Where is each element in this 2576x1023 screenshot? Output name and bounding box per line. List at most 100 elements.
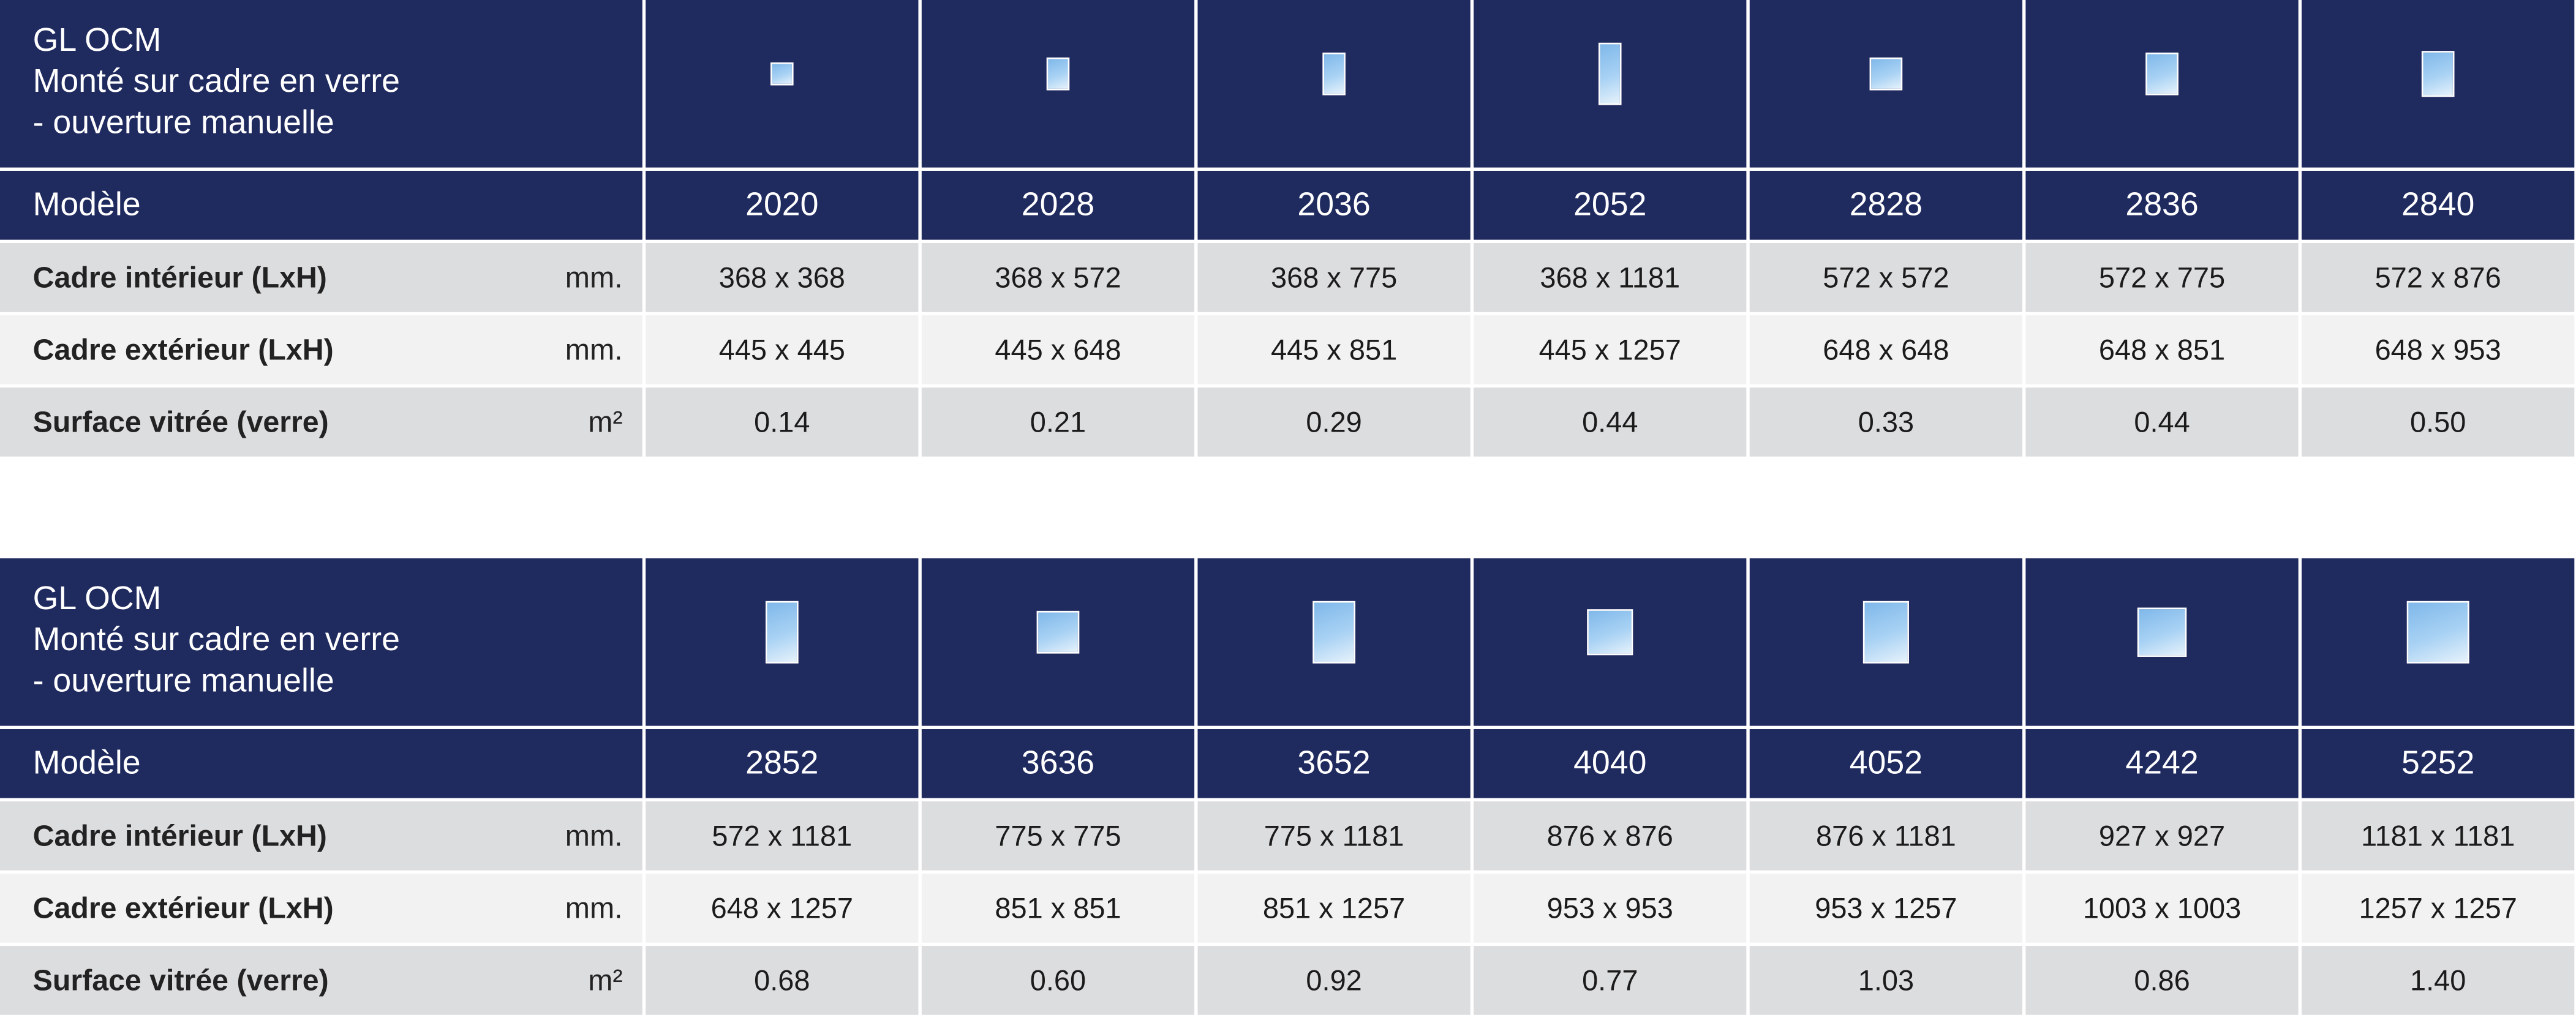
row-unit: mm.: [565, 891, 623, 924]
row-label-text: Surface vitrée (verre): [32, 963, 329, 996]
row-unit: m²: [588, 963, 623, 996]
value-cell: 0.68: [646, 946, 919, 1015]
value-cell: 775 x 775: [921, 801, 1195, 871]
window-icon: [2137, 607, 2187, 658]
window-icon-cell: [2302, 0, 2575, 168]
value-cell: 368 x 368: [646, 242, 919, 312]
title-line: - ouverture manuelle: [32, 663, 334, 700]
model-number: 4242: [2025, 729, 2299, 798]
value-cell: 1257 x 1257: [2302, 874, 2575, 943]
value-cell: 876 x 876: [1474, 801, 1747, 871]
title-line: - ouverture manuelle: [32, 105, 334, 141]
value-cell: 775 x 1181: [1197, 801, 1471, 871]
value-cell: 648 x 648: [1749, 315, 2023, 384]
model-number: 2836: [2025, 170, 2299, 240]
row-label: Cadre extérieur (LxH) mm.: [0, 315, 642, 384]
model-label: Modèle: [0, 170, 642, 240]
spec-table: GL OCM Monté sur cadre en verre - ouvertur…: [0, 558, 2575, 1015]
model-number: 2828: [1749, 170, 2023, 240]
window-icon: [2406, 601, 2469, 664]
row-unit: mm.: [565, 260, 623, 293]
value-cell: 368 x 1181: [1474, 242, 1747, 312]
row-label-text: Cadre intérieur (LxH): [32, 260, 327, 293]
window-icon-cell: [1749, 558, 2023, 726]
value-cell: 1003 x 1003: [2025, 874, 2299, 943]
title-line: GL OCM: [32, 23, 162, 59]
value-cell: 851 x 851: [921, 874, 1195, 943]
window-icon: [1323, 53, 1346, 96]
title-line: Monté sur cadre en verre: [32, 64, 400, 100]
window-icon: [1599, 42, 1621, 105]
value-cell: 1.03: [1749, 946, 2023, 1015]
row-label: Cadre intérieur (LxH) mm.: [0, 242, 642, 312]
model-number: 2052: [1474, 170, 1747, 240]
window-icon-cell: [1749, 0, 2023, 168]
model-number: 2840: [2302, 170, 2575, 240]
row-unit: m²: [588, 405, 623, 438]
value-cell: 953 x 953: [1474, 874, 1747, 943]
row-label-text: Surface vitrée (verre): [32, 405, 329, 438]
value-cell: 0.33: [1749, 388, 2023, 457]
window-icon-cell: [921, 0, 1195, 168]
model-label: Modèle: [0, 729, 642, 798]
row-label-text: Cadre extérieur (LxH): [32, 332, 334, 365]
window-icon-cell: [1474, 558, 1747, 726]
row-label: Surface vitrée (verre) m²: [0, 388, 642, 457]
value-cell: 1.40: [2302, 946, 2575, 1015]
model-number: 2852: [646, 729, 919, 798]
window-icon-cell: [646, 0, 919, 168]
title-line: Monté sur cadre en verre: [32, 622, 400, 659]
row-label: Cadre extérieur (LxH) mm.: [0, 874, 642, 943]
model-number: 4040: [1474, 729, 1747, 798]
value-cell: 0.44: [1474, 388, 1747, 457]
window-icon-cell: [1197, 0, 1471, 168]
row-unit: mm.: [565, 332, 623, 365]
value-cell: 0.60: [921, 946, 1195, 1015]
value-cell: 648 x 953: [2302, 315, 2575, 384]
model-number: 2036: [1197, 170, 1471, 240]
model-number: 5252: [2302, 729, 2575, 798]
value-cell: 0.44: [2025, 388, 2299, 457]
value-cell: 953 x 1257: [1749, 874, 2023, 943]
value-cell: 648 x 1257: [646, 874, 919, 943]
value-cell: 572 x 572: [1749, 242, 2023, 312]
value-cell: 368 x 572: [921, 242, 1195, 312]
window-icon: [770, 62, 793, 85]
row-label: Cadre intérieur (LxH) mm.: [0, 801, 642, 871]
value-cell: 0.92: [1197, 946, 1471, 1015]
window-icon-cell: [921, 558, 1195, 726]
value-cell: 445 x 851: [1197, 315, 1471, 384]
window-icon: [766, 601, 799, 664]
window-icon-cell: [2302, 558, 2575, 726]
value-cell: 445 x 445: [646, 315, 919, 384]
title-line: GL OCM: [32, 581, 162, 618]
value-cell: 445 x 1257: [1474, 315, 1747, 384]
window-icon: [1870, 58, 1902, 91]
value-cell: 0.86: [2025, 946, 2299, 1015]
model-number: 3636: [921, 729, 1195, 798]
model-number: 3652: [1197, 729, 1471, 798]
value-cell: 1181 x 1181: [2302, 801, 2575, 871]
row-unit: mm.: [565, 819, 623, 852]
value-cell: 648 x 851: [2025, 315, 2299, 384]
value-cell: 876 x 1181: [1749, 801, 2023, 871]
window-icon: [2145, 53, 2179, 96]
window-icon: [1047, 58, 1069, 91]
table-title: GL OCM Monté sur cadre en verre - ouvertur…: [0, 558, 642, 726]
window-icon-cell: [2025, 0, 2299, 168]
value-cell: 572 x 1181: [646, 801, 919, 871]
value-cell: 0.50: [2302, 388, 2575, 457]
window-icon: [1312, 601, 1355, 664]
window-icon-cell: [1474, 0, 1747, 168]
value-cell: 851 x 1257: [1197, 874, 1471, 943]
value-cell: 0.29: [1197, 388, 1471, 457]
model-number: 2028: [921, 170, 1195, 240]
value-cell: 0.21: [921, 388, 1195, 457]
window-icon-cell: [1197, 558, 1471, 726]
table-title: GL OCM Monté sur cadre en verre - ouvertur…: [0, 0, 642, 168]
window-icon: [1036, 611, 1080, 654]
window-icon: [1586, 608, 1634, 656]
model-number: 2020: [646, 170, 919, 240]
